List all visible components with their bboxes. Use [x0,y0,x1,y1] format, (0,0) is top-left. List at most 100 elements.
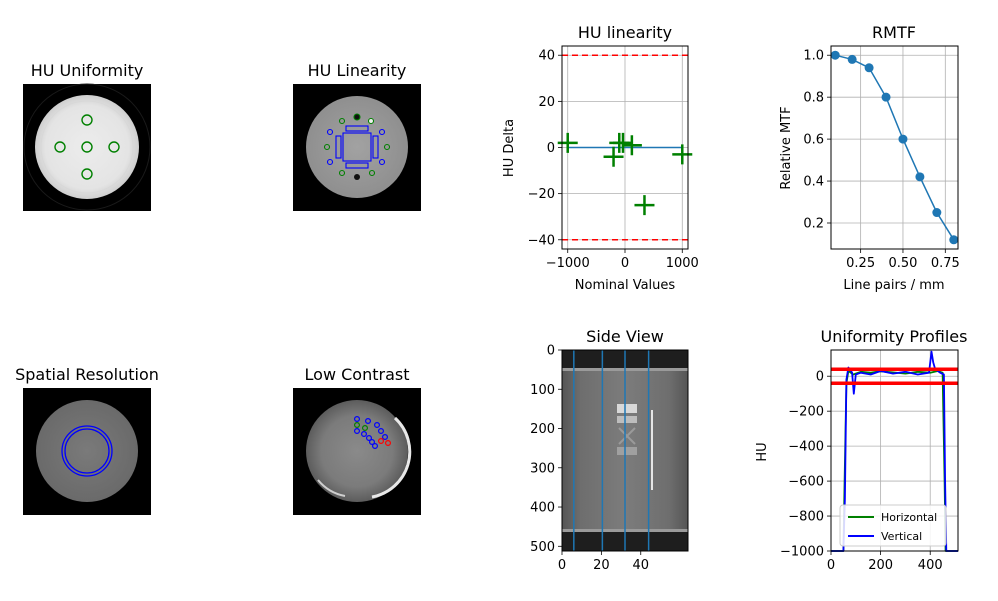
data-point [603,146,624,167]
side-view-block-3 [617,447,637,455]
linearity-roi-8 [326,128,334,136]
side-view-slice-lines [573,350,650,551]
uniformity-roi-center [81,141,93,153]
y-tick-label: −1000 [780,545,824,560]
data-point [634,195,655,216]
uniformity-phantom [35,95,139,199]
uniformity-roi-left [54,141,66,153]
linearity-insert-air-2 [354,174,360,180]
data-point [612,132,633,153]
uniformity-phantom-inner-ring [40,100,134,194]
y-tick-label: 0.4 [803,175,824,190]
linearity-roi-6 [338,169,346,177]
rmtf-grid [831,46,958,249]
y-tick-label: 0.6 [803,133,824,148]
spatial-roi-outer [61,425,113,477]
hu-linearity-ticks: −1000 0 1000 −40 −20 0 20 40 [528,49,699,271]
x-tick-label: 0 [558,558,566,573]
x-tick-label: 0.75 [931,256,960,271]
lowcontrast-roi-6 [354,428,361,435]
hu-linearity-tolerance-lines [562,54,688,241]
uniformity-title: HU Uniformity [31,61,144,80]
side-view-chart-title: Side View [586,327,664,346]
rmtf-chart: RMTF 0.25 0.50 0.75 0.2 0.4 0.6 0.8 1.0 Line pa… [779,23,960,293]
lowcontrast-roi-5 [382,434,389,441]
side-view-bright-line [651,410,653,490]
x-tick-label: −1000 [546,256,590,271]
y-tick-label: 0 [547,344,555,359]
linearity-roi-5 [383,143,391,151]
legend-label-vertical: Vertical [881,530,922,543]
spatial-title: Spatial Resolution [15,365,159,384]
y-tick-label: 0 [547,141,555,156]
y-tick-label: −40 [528,233,555,248]
y-tick-label: −400 [788,440,824,455]
uniformity-profiles-tolerance-lines [831,367,958,385]
y-tick-label: 300 [530,461,555,476]
y-tick-label: 1.0 [803,49,824,64]
rmtf-series [830,50,959,245]
data-point [949,235,959,245]
lowcontrast-bright-arc-2 [317,479,346,497]
data-point [672,144,693,165]
data-point [557,132,578,153]
linearity-roi-3 [367,117,375,125]
uniformity-profiles-legend: Horizontal Vertical [839,504,947,547]
lowcontrast-phantom [306,400,408,502]
hu-linearity-ylabel: HU Delta [502,119,517,177]
linearity-roi-1 [353,113,361,121]
data-point [847,54,857,64]
x-tick-label: 0.50 [888,256,917,271]
x-tick-label: 400 [918,558,943,573]
hu-linearity-points [557,132,693,216]
uniformity-profiles-series [831,350,958,552]
y-tick-label: 400 [530,501,555,516]
lowcontrast-roi-1 [354,416,361,423]
lowcontrast-roi-9 [369,439,376,446]
rmtf-xlabel: Line pairs / mm [843,278,944,293]
lowcontrast-bg-roi-2 [362,425,369,432]
y-tick-label: 100 [530,383,555,398]
linearity-roi-2 [338,117,346,125]
linearity-panel: HU Linearity [293,61,421,211]
lowcontrast-bright-arc [371,416,412,499]
data-point [898,134,908,144]
linearity-geometry-square [342,132,372,162]
lowcontrast-roi-10 [372,443,379,450]
x-tick-label: 40 [632,558,649,573]
linearity-thickness-right [372,135,379,159]
uniformity-roi-top [81,114,93,126]
side-view-wire-ramp [618,427,636,445]
uniformity-profiles-ylabel: HU [755,442,770,461]
linearity-roi-10 [326,158,334,166]
lowcontrast-roi-8 [366,435,373,442]
spatial-panel: Spatial Resolution [15,365,159,515]
hu-linearity-xlabel: Nominal Values [575,278,676,293]
rmtf-ylabel: Relative MTF [779,106,794,189]
uniformity-profiles-axes-frame [830,349,959,552]
uniformity-profiles-ticks: 0 200 400 −1000 −800 −600 −400 −200 0 [780,370,943,573]
profile-line [831,350,958,552]
linearity-insert-air [354,114,360,120]
linearity-roi-7 [368,169,376,177]
legend-label-horizontal: Horizontal [881,511,937,524]
y-tick-label: −600 [788,475,824,490]
side-view-bright-block-2 [617,416,637,423]
uniformity-panel: HU Uniformity [23,61,151,211]
linearity-thickness-top [345,125,369,132]
spatial-phantom [36,400,138,502]
lowcontrast-failed-roi-1 [378,438,385,445]
data-point [915,172,925,182]
x-tick-label: 0.25 [846,256,875,271]
y-tick-label: 40 [538,49,555,64]
y-tick-label: −800 [788,510,824,525]
lowcontrast-panel: Low Contrast [293,365,421,515]
lowcontrast-roi-7 [361,431,368,438]
y-tick-label: 0 [816,370,824,385]
side-view-axes-frame [561,349,689,552]
hu-linearity-chart-title: HU linearity [578,23,672,42]
y-tick-label: 200 [530,422,555,437]
uniformity-roi-bottom [81,168,93,180]
